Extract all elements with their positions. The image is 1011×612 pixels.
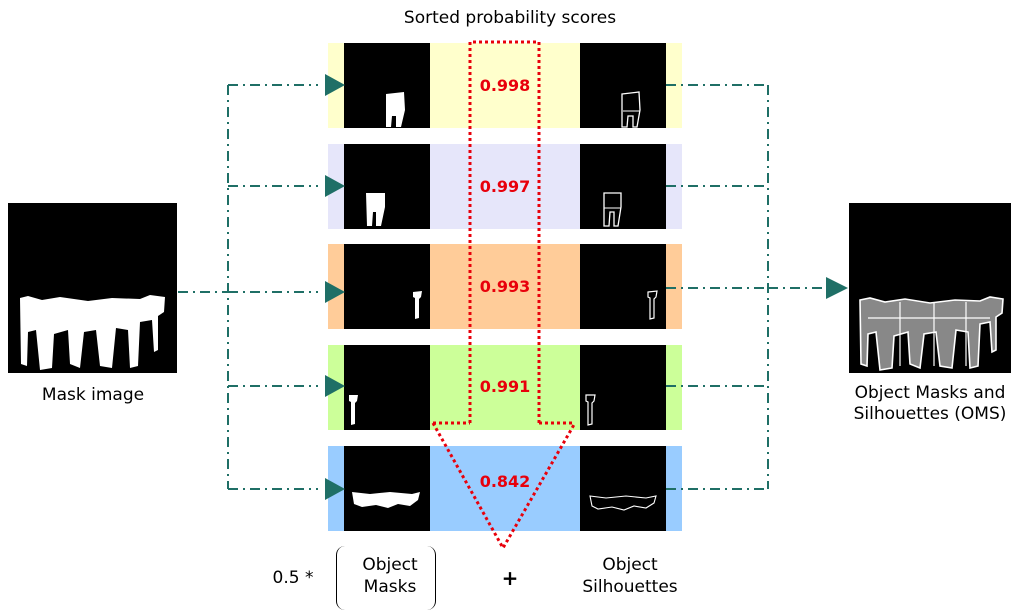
- mask-image-label: Mask image: [41, 385, 145, 405]
- input-connectors: [178, 84, 318, 490]
- score-label: 0.842: [480, 472, 531, 491]
- object-silhouette-thumb: [580, 244, 666, 329]
- score-label: 0.997: [480, 177, 531, 196]
- score-label: 0.998: [480, 76, 531, 95]
- output-arrowhead: [826, 277, 848, 299]
- formula-plus: +: [501, 566, 519, 590]
- object-silhouettes-label: Object Silhouettes: [582, 555, 678, 597]
- object-masks-label: Object Masks: [362, 555, 418, 597]
- object-mask-thumb: [344, 345, 430, 430]
- formula-coefficient: 0.5 *: [272, 568, 314, 588]
- object-silhouette-thumb: [580, 446, 666, 531]
- object-mask-thumb: [344, 144, 430, 229]
- score-label: 0.993: [480, 277, 531, 296]
- output-connectors: [666, 84, 828, 490]
- diagram-title: Sorted probability scores: [403, 8, 617, 28]
- proposal-row: [328, 244, 682, 329]
- object-silhouette-thumb: [580, 144, 666, 229]
- score-label: 0.991: [480, 377, 531, 396]
- masks-bracket: [336, 546, 436, 610]
- oms-label: Object Masks and Silhouettes (OMS): [853, 383, 1007, 424]
- proposal-row: [328, 345, 682, 430]
- top-score-selection: [431, 40, 577, 552]
- object-silhouette-thumb: [580, 43, 666, 128]
- object-silhouette-thumb: [580, 345, 666, 430]
- proposal-row: [328, 446, 682, 531]
- oms-image: [849, 203, 1011, 373]
- proposal-row: [328, 43, 682, 128]
- proposal-row: [328, 144, 682, 229]
- input-arrowheads: [325, 74, 345, 500]
- object-mask-thumb: [344, 446, 430, 531]
- mask-image: [8, 203, 177, 373]
